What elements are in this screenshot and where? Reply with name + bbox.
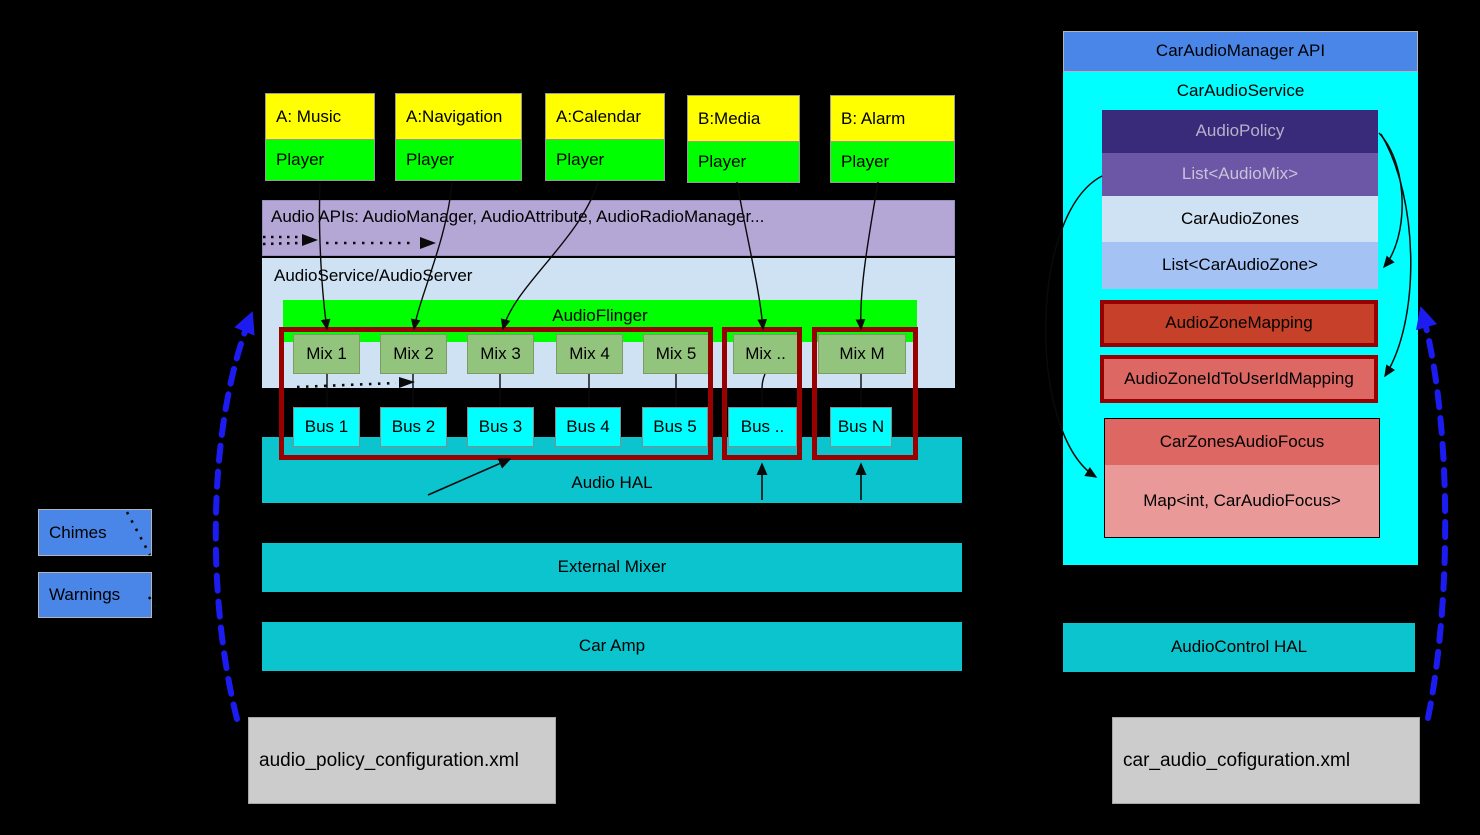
player-label: Player	[276, 150, 325, 169]
audio-apis-bar: Audio APIs: AudioManager, AudioAttribute…	[262, 200, 955, 256]
bus-box-2: Bus 2	[380, 407, 447, 447]
app-box-navigation: A:Navigation	[395, 93, 522, 140]
bus-box-4: Bus 4	[555, 407, 621, 447]
car-audio-config-file: car_audio_cofiguration.xml	[1112, 717, 1420, 804]
mix-box-dots: Mix ..	[733, 334, 798, 374]
mix-label: Mix 1	[306, 343, 347, 363]
player-box-navigation: Player	[395, 140, 522, 181]
zone-group-3-border	[812, 327, 918, 460]
warnings-label: Warnings	[49, 585, 121, 604]
bus-box-5: Bus 5	[642, 407, 708, 447]
player-label: Player	[841, 152, 890, 171]
mix-box-m: Mix M	[818, 334, 906, 374]
audiozonemapping-label: AudioZoneMapping	[1165, 313, 1313, 333]
zone-group-2-border	[722, 327, 802, 460]
external-mixer-label: External Mixer	[557, 557, 667, 577]
mix-label: Mix 5	[655, 343, 697, 363]
car-audio-config-label: car_audio_cofiguration.xml	[1123, 749, 1351, 771]
caraudiozones-label: CarAudioZones	[1180, 208, 1300, 228]
bus-label: Bus 2	[391, 416, 436, 436]
player-label: Player	[406, 150, 455, 169]
audio-apis-label: Audio APIs: AudioManager, AudioAttribute…	[271, 207, 765, 226]
mix-label: Mix M	[839, 343, 885, 363]
list-caraudiozone-label: List<CarAudioZone>	[1162, 255, 1318, 275]
audiozonemapping-box: AudioZoneMapping	[1100, 300, 1378, 347]
audiocontrol-hal-bar: AudioControl HAL	[1063, 623, 1415, 672]
mix-box-3: Mix 3	[467, 334, 534, 374]
audio-policy-config-file: audio_policy_configuration.xml	[248, 717, 556, 804]
mix-box-5: Mix 5	[643, 334, 709, 374]
app-box-alarm: B: Alarm	[830, 95, 955, 142]
app-label: A:Calendar	[556, 106, 642, 126]
carzones-focus-group-border	[1104, 418, 1380, 538]
bus-box-dots: Bus ..	[728, 407, 797, 447]
mix-label: Mix 3	[480, 343, 521, 363]
app-box-music: A: Music	[265, 93, 375, 140]
bus-box-3: Bus 3	[467, 407, 534, 447]
bus-label: Bus ..	[740, 416, 785, 436]
mix-box-1: Mix 1	[293, 334, 360, 374]
external-mixer-bar: External Mixer	[262, 543, 962, 592]
car-amp-bar: Car Amp	[262, 622, 962, 671]
chimes-label: Chimes	[49, 522, 107, 542]
list-audiomix-label: List<AudioMix>	[1181, 164, 1299, 184]
app-box-calendar: A:Calendar	[545, 93, 665, 140]
audio-policy-config-label: audio_policy_configuration.xml	[259, 749, 519, 771]
player-box-media: Player	[687, 142, 800, 183]
mix-label: Mix ..	[745, 343, 786, 363]
bus-label: Bus 4	[566, 416, 610, 436]
player-box-calendar: Player	[545, 140, 665, 181]
bus-label: Bus 1	[304, 416, 349, 436]
app-label: B: Alarm	[841, 108, 906, 128]
bus-box-1: Bus 1	[293, 407, 360, 447]
carzonesaudiofocus-box: CarZonesAudioFocus	[1105, 419, 1379, 465]
car-amp-label: Car Amp	[578, 636, 646, 656]
audioservice-label: AudioService/AudioServer	[274, 266, 473, 285]
map-caraudiofocus-label: Map<int, CarAudioFocus>	[1143, 490, 1341, 510]
mix-box-4: Mix 4	[556, 334, 623, 374]
player-box-music: Player	[265, 140, 375, 181]
chimes-box: Chimes	[38, 509, 152, 556]
bus-label: Bus N	[837, 416, 885, 436]
list-audiomix-box: List<AudioMix>	[1102, 153, 1378, 196]
audio-hal-bar: Audio HAL	[262, 437, 962, 503]
audio-hal-label: Audio HAL	[571, 473, 653, 493]
carzonesaudiofocus-label: CarZonesAudioFocus	[1159, 431, 1325, 451]
audiopolicy-box: AudioPolicy	[1102, 110, 1378, 153]
app-label: A:Navigation	[406, 106, 503, 126]
caraudiozones-box: CarAudioZones	[1102, 196, 1378, 242]
map-caraudiofocus-box: Map<int, CarAudioFocus>	[1105, 465, 1379, 537]
app-label: A: Music	[276, 106, 342, 126]
caraudiomanager-api-header: CarAudioManager API	[1063, 31, 1418, 72]
zone-group-1-border	[279, 327, 713, 460]
audiozoneid-mapping-box: AudioZoneIdToUserIdMapping	[1100, 355, 1378, 403]
bus-label: Bus 5	[653, 416, 697, 436]
caraudiomanager-api-label: CarAudioManager API	[1155, 41, 1326, 61]
player-label: Player	[698, 152, 747, 171]
caraudioservice-label: CarAudioService	[1176, 80, 1305, 100]
audiocontrol-hal-label: AudioControl HAL	[1170, 637, 1308, 657]
audiozoneid-mapping-label: AudioZoneIdToUserIdMapping	[1124, 368, 1354, 388]
mix-label: Mix 4	[569, 343, 610, 363]
player-box-alarm: Player	[830, 142, 955, 183]
player-label: Player	[556, 150, 605, 169]
bus-label: Bus 3	[478, 416, 523, 436]
app-box-media: B:Media	[687, 95, 800, 142]
list-caraudiozone-box: List<CarAudioZone>	[1102, 242, 1378, 289]
warnings-box: Warnings	[38, 572, 152, 618]
bus-box-n: Bus N	[830, 407, 892, 447]
mix-label: Mix 2	[393, 343, 434, 363]
dashed-arrow-audiopolicy-config	[212, 310, 255, 722]
audioflinger-label: AudioFlinger	[552, 306, 648, 325]
audiopolicy-label: AudioPolicy	[1195, 121, 1285, 141]
dashed-arrow-caraudio-config	[1415, 305, 1449, 721]
mix-box-2: Mix 2	[380, 334, 447, 374]
app-label: B:Media	[698, 108, 761, 128]
